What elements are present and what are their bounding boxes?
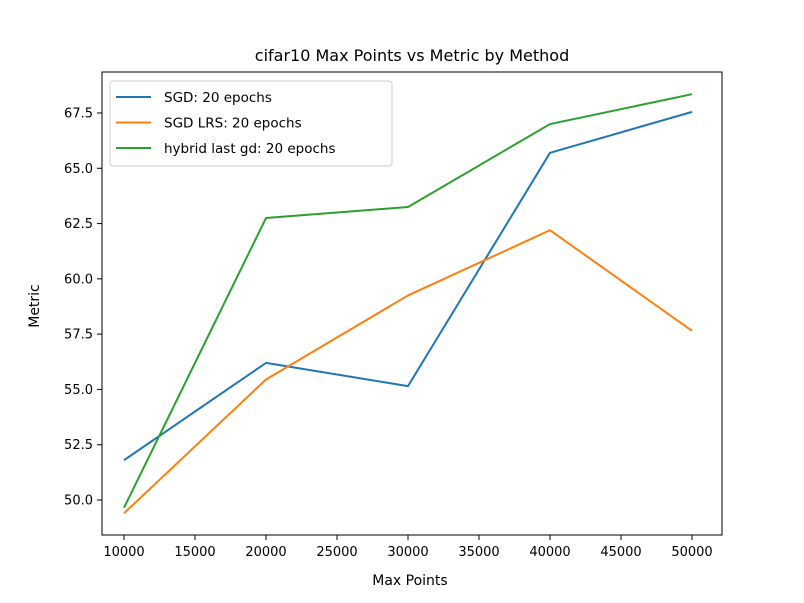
x-tick-label: 45000 — [600, 545, 641, 560]
legend: SGD: 20 epochs SGD LRS: 20 epochs hybrid l… — [109, 80, 393, 167]
plot-frame — [101, 71, 723, 536]
chart-title: cifar10 Max Points vs Metric by Method — [255, 46, 569, 65]
y-tick-label: 65.0 — [64, 162, 93, 177]
y-tick-label: 62.5 — [64, 217, 93, 232]
series-line-2 — [123, 93, 693, 509]
x-axis: 10000 15000 20000 25000 30000 35000 40000 45000… — [103, 535, 713, 560]
y-tick-label: 60.0 — [64, 272, 93, 287]
y-tick-label: 50.0 — [64, 494, 93, 509]
plot-area — [123, 93, 693, 514]
series-line-1 — [123, 229, 693, 514]
x-tick-label: 20000 — [245, 545, 286, 560]
y-tick-label: 52.5 — [64, 438, 93, 453]
legend-entry: SGD: 20 epochs — [164, 90, 272, 106]
x-tick-label: 30000 — [387, 545, 428, 560]
legend-entry: hybrid last gd: 20 epochs — [164, 141, 336, 157]
y-tick-label: 55.0 — [64, 383, 93, 398]
y-axis-label: Metric — [27, 284, 43, 328]
x-tick-label: 35000 — [458, 545, 499, 560]
y-tick-label: 57.5 — [64, 328, 93, 343]
x-tick-label: 25000 — [316, 545, 357, 560]
legend-box — [109, 80, 393, 167]
x-tick-label: 15000 — [174, 545, 215, 560]
x-tick-label: 10000 — [103, 545, 144, 560]
y-axis: 50.0 52.5 55.0 57.5 60.0 62.5 65.0 67.5 — [64, 107, 102, 509]
legend-entry: SGD LRS: 20 epochs — [164, 116, 302, 132]
x-tick-label: 40000 — [529, 545, 570, 560]
y-tick-label: 67.5 — [64, 107, 93, 122]
series-line-0 — [123, 110, 693, 462]
x-tick-label: 50000 — [671, 545, 712, 560]
x-axis-label: Max Points — [372, 573, 447, 589]
